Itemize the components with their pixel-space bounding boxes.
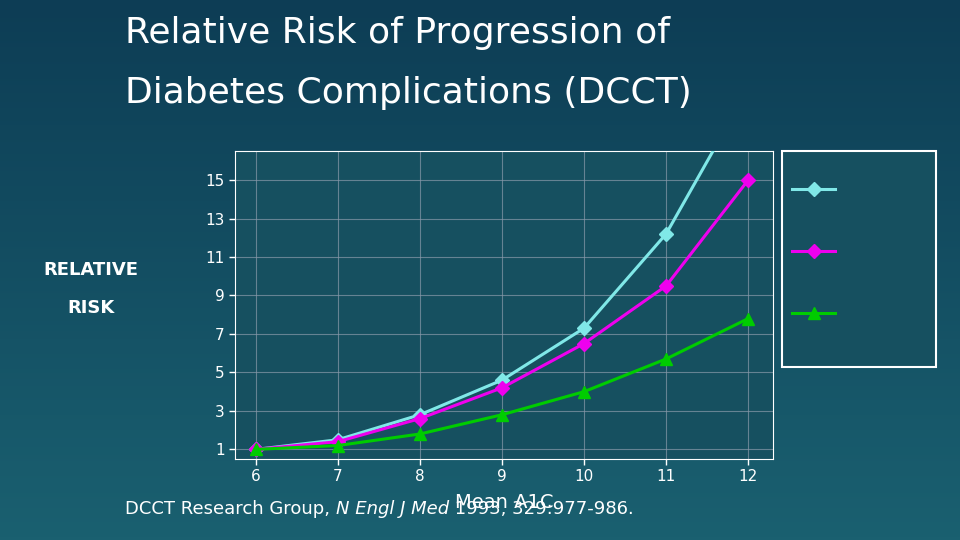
Text: RISK: RISK (67, 299, 115, 317)
Text: DCCT Research Group,: DCCT Research Group, (125, 501, 336, 518)
Text: Neph: Neph (843, 242, 890, 260)
Text: N Engl J Med: N Engl J Med (336, 501, 448, 518)
Text: Retinop: Retinop (843, 180, 912, 198)
Text: RELATIVE: RELATIVE (44, 261, 138, 279)
Text: Relative Risk of Progression of: Relative Risk of Progression of (125, 16, 670, 50)
X-axis label: Mean A1C: Mean A1C (455, 492, 553, 512)
Text: Diabetes Complications (DCCT): Diabetes Complications (DCCT) (125, 76, 691, 110)
Text: Neurop: Neurop (843, 304, 908, 322)
Text: 1993, 329:977-986.: 1993, 329:977-986. (448, 501, 634, 518)
